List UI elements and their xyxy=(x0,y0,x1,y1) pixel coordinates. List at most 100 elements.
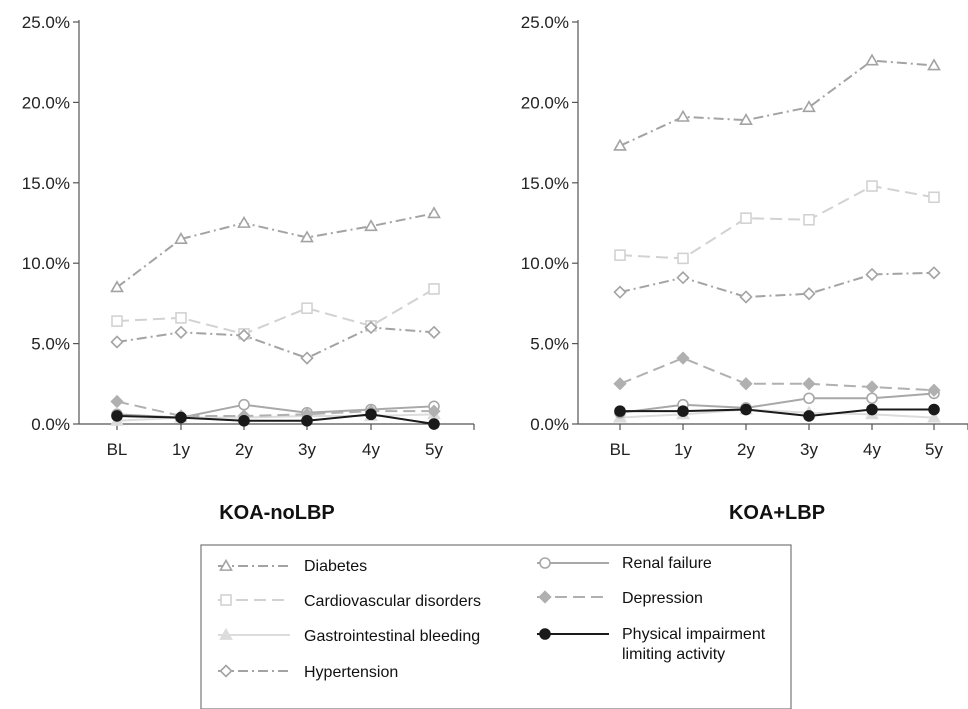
legend-swatch-cardio xyxy=(218,594,290,606)
y-tick-label: 15.0% xyxy=(22,174,70,193)
x-tick-label: BL xyxy=(107,440,128,459)
chart-legend: Diabetes Cardiovascular disorders Gastro… xyxy=(200,544,792,709)
data-point xyxy=(300,230,314,243)
data-point xyxy=(677,252,689,265)
data-point xyxy=(110,335,124,349)
series-diabetes xyxy=(613,53,941,151)
data-point xyxy=(238,398,250,411)
data-point xyxy=(740,403,752,416)
data-point xyxy=(739,290,753,304)
legend-swatch-renal xyxy=(537,557,609,569)
legend-border xyxy=(200,544,792,709)
data-point xyxy=(927,383,941,397)
y-tick-label: 10.0% xyxy=(521,254,569,273)
legend-label-line: Physical impairment xyxy=(622,626,766,643)
data-point xyxy=(175,312,187,324)
x-tick-label: 4y xyxy=(863,440,881,459)
data-point xyxy=(927,58,941,71)
data-point xyxy=(428,283,440,295)
series-line xyxy=(620,408,934,417)
y-tick-label: 0.0% xyxy=(31,415,70,434)
data-point xyxy=(739,112,753,126)
data-point xyxy=(300,351,314,365)
series-line xyxy=(116,212,435,289)
data-point xyxy=(802,100,816,113)
data-point xyxy=(237,328,251,343)
series-line xyxy=(619,392,935,414)
x-tick-label: 3y xyxy=(298,440,316,459)
chart-title: KOA-noLBP xyxy=(219,502,335,524)
legend-label-depression: Depression xyxy=(622,590,703,607)
data-point xyxy=(927,410,941,423)
data-point xyxy=(928,191,940,204)
legend-marker xyxy=(219,664,233,678)
series-line xyxy=(116,326,435,360)
legend-item-depression: Depression xyxy=(537,590,703,607)
legend-label-hypertension: Hypertension xyxy=(304,664,398,681)
x-tick-label: 1y xyxy=(172,440,190,459)
data-point xyxy=(365,408,377,421)
legend-item-physical: Physical impairment limiting activity xyxy=(537,626,766,663)
legend-label-renal: Renal failure xyxy=(622,555,712,572)
y-tick-label: 5.0% xyxy=(31,335,70,354)
data-point xyxy=(866,180,878,192)
data-point xyxy=(802,377,816,391)
y-tick-label: 20.0% xyxy=(22,93,70,112)
y-tick-label: 5.0% xyxy=(530,335,569,354)
data-point xyxy=(865,380,879,394)
series-cardiovascular-disorders xyxy=(111,283,440,340)
chart-panel-koa-nolbp: 0.0% 5.0% 10.0% 15.0% 20.0% 25.0% BL 1y 2y 3y 4y 5y… xyxy=(22,13,475,524)
legend-marker xyxy=(219,558,233,571)
legend-label-physical: Physical impairment limiting activity xyxy=(622,626,766,663)
y-tick-label: 25.0% xyxy=(22,13,70,32)
data-point xyxy=(111,410,123,422)
series-line xyxy=(116,400,434,417)
series-depression xyxy=(613,351,941,397)
legend-label-cardio: Cardiovascular disorders xyxy=(304,593,481,610)
y-tick-label: 25.0% xyxy=(521,13,569,32)
x-tick-label: 3y xyxy=(800,440,818,459)
data-point xyxy=(238,414,250,427)
y-tick-label: 0.0% xyxy=(530,415,569,434)
legend-swatch-gi xyxy=(218,627,290,640)
legend-item-hypertension: Hypertension xyxy=(218,664,398,681)
data-point xyxy=(614,405,626,417)
data-point xyxy=(301,302,313,315)
y-tick-label: 10.0% xyxy=(22,254,70,273)
legend-item-cardio: Cardiovascular disorders xyxy=(218,593,481,610)
series-hypertension xyxy=(613,266,941,304)
legend-marker xyxy=(539,628,551,640)
data-point xyxy=(364,320,378,335)
data-point xyxy=(866,392,878,405)
x-tick-label: 5y xyxy=(425,440,443,459)
data-point xyxy=(175,411,187,424)
series-line xyxy=(619,356,935,392)
data-point xyxy=(427,206,441,219)
data-point xyxy=(676,271,690,285)
data-point xyxy=(803,213,815,226)
data-point xyxy=(427,325,441,339)
series-line xyxy=(619,408,935,419)
data-point xyxy=(111,315,123,327)
y-tick-label: 15.0% xyxy=(521,174,569,193)
legend-marker xyxy=(538,590,552,604)
data-point xyxy=(110,394,124,409)
data-point xyxy=(676,109,690,122)
data-point xyxy=(614,249,626,261)
legend-label-line: limiting activity xyxy=(622,646,725,663)
legend-swatch-diabetes xyxy=(218,558,290,571)
legend-marker xyxy=(539,557,551,569)
x-tick-label: 5y xyxy=(925,440,943,459)
legend-item-renal: Renal failure xyxy=(537,555,712,572)
y-tick-label: 20.0% xyxy=(521,93,569,112)
chart-panel-koa-lbp: 0.0% 5.0% 10.0% 15.0% 20.0% 25.0% BL 1y 2y 3y 4y 5y… xyxy=(521,13,968,524)
data-point xyxy=(865,267,879,282)
data-point xyxy=(237,215,251,228)
series-line xyxy=(116,413,435,425)
series-cardiovascular-disorders xyxy=(614,180,940,265)
legend-label-gi: Gastrointestinal bleeding xyxy=(304,628,480,645)
legend-swatch-depression xyxy=(537,590,609,604)
data-point xyxy=(866,403,878,416)
series-line xyxy=(619,59,935,147)
chart-title: KOA+LBP xyxy=(729,502,825,524)
